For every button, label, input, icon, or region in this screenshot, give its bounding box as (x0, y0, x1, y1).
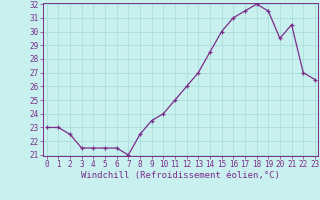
X-axis label: Windchill (Refroidissement éolien,°C): Windchill (Refroidissement éolien,°C) (81, 171, 280, 180)
